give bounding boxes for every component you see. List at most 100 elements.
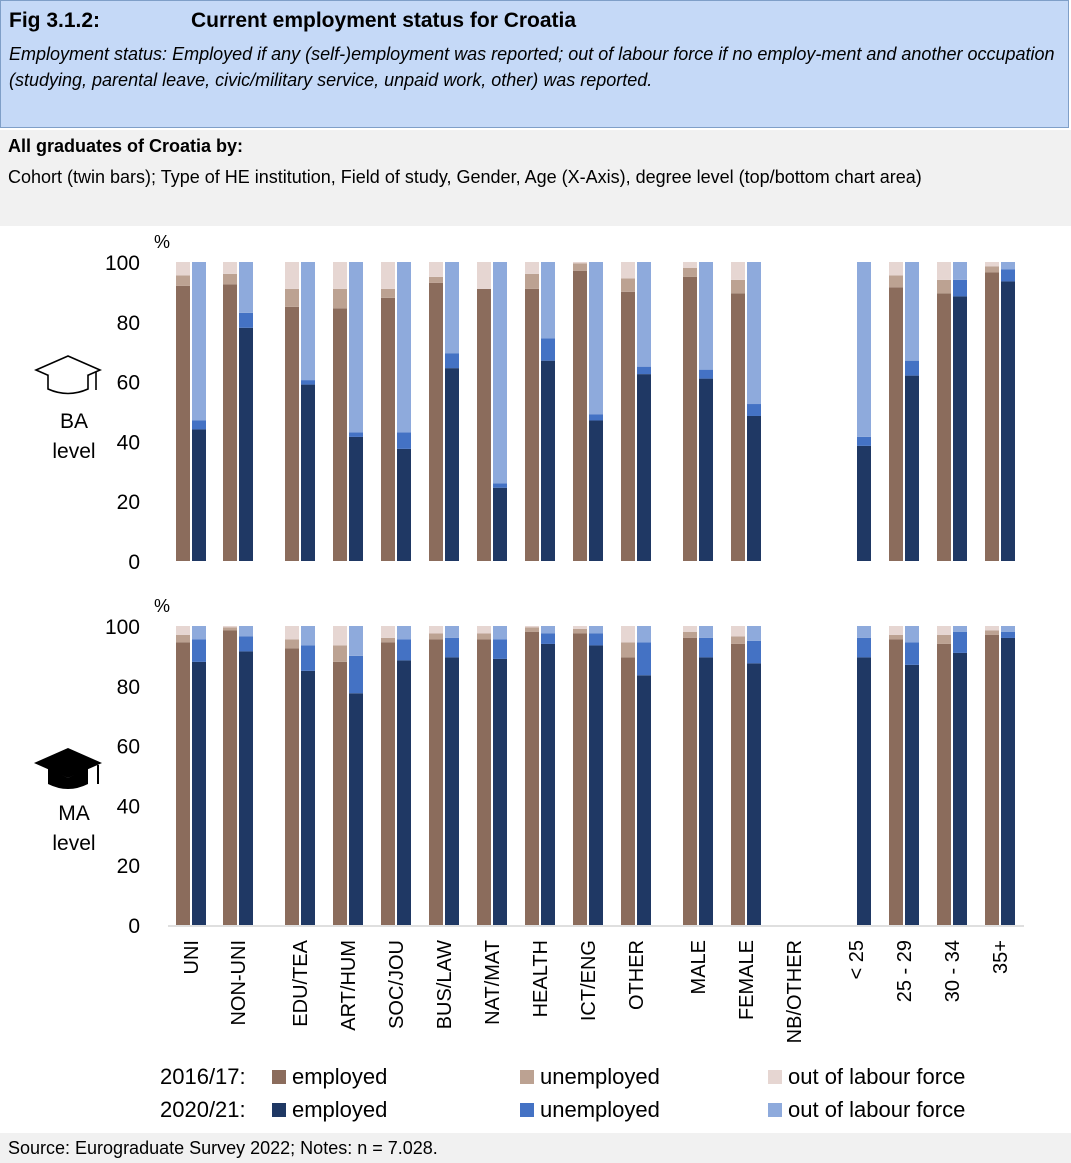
- bar-0-30-34-2016-employed: [937, 293, 951, 561]
- legend-swatch: [520, 1070, 534, 1084]
- bar-1-25-29-2016-employed: [889, 639, 903, 925]
- bar-0-male-2020-employed: [699, 378, 713, 561]
- bar-0-art-hum-2020-out-of-labour-force: [349, 262, 363, 433]
- bar-0-female-2020-employed: [747, 415, 761, 561]
- bar-1-25-2020-out-of-labour-force: [857, 626, 871, 638]
- bar-0-male-2016-out-of-labour-force: [683, 262, 697, 268]
- bar-0-25-29-2016-unemployed: [889, 275, 903, 288]
- y-tick-label-80: 80: [117, 312, 140, 335]
- bar-0-other-2020-employed: [637, 374, 651, 561]
- ma-panel: 0 20 40 60 80 100% MA level: [52, 596, 1015, 938]
- bar-0-25-29-2016-out-of-labour-force: [889, 262, 903, 276]
- bar-0-uni-2016-unemployed: [176, 275, 190, 286]
- bar-0-ict-eng-2016-unemployed: [573, 263, 587, 271]
- bar-0-nat-mat-2020-unemployed: [493, 483, 507, 488]
- bar-1-art-hum-2016-unemployed: [333, 645, 347, 662]
- bar-0-30-34-2020-out-of-labour-force: [953, 262, 967, 280]
- bar-1-non-uni-2016-employed: [223, 630, 237, 925]
- bar-0-edu-tea-2020-employed: [301, 384, 315, 561]
- bar-1-soc-jou-2016-out-of-labour-force: [381, 626, 395, 638]
- bar-0-25-2020-out-of-labour-force: [857, 262, 871, 437]
- bar-1-30-34-2020-out-of-labour-force: [953, 626, 967, 632]
- bar-1-30-34-2016-employed: [937, 643, 951, 925]
- bar-1-male-2016-employed: [683, 637, 697, 925]
- legend-item-olf-2016: out of labour force: [768, 1064, 965, 1090]
- bar-0-health-2016-unemployed: [525, 273, 539, 289]
- bar-1-non-uni-2016-unemployed: [223, 627, 237, 631]
- bar-0-non-uni-2016-employed: [223, 284, 237, 561]
- legend-item-unemployed-2020: unemployed: [520, 1097, 660, 1123]
- bar-1-ict-eng-2016-unemployed: [573, 628, 587, 634]
- bar-0-health-2020-out-of-labour-force: [541, 262, 555, 339]
- bar-1-uni-2020-unemployed: [192, 639, 206, 662]
- bar-0-non-uni-2016-out-of-labour-force: [223, 262, 237, 274]
- bar-1-other-2020-employed: [637, 675, 651, 925]
- bar-1-health-2020-out-of-labour-force: [541, 626, 555, 634]
- bar-0-soc-jou-2020-employed: [397, 448, 411, 561]
- bar-1-edu-tea-2020-out-of-labour-force: [301, 626, 315, 646]
- bar-0-female-2020-out-of-labour-force: [747, 262, 761, 405]
- bar-0-other-2020-unemployed: [637, 366, 651, 375]
- legend-item-unemployed-2016: unemployed: [520, 1064, 660, 1090]
- bar-1-uni-2020-employed: [192, 661, 206, 925]
- bar-1-30-34-2016-unemployed: [937, 634, 951, 644]
- bar-0-uni-2020-out-of-labour-force: [192, 262, 206, 421]
- bar-0-edu-tea-2020-unemployed: [301, 380, 315, 385]
- bar-1-female-2016-out-of-labour-force: [731, 626, 745, 637]
- bar-1-35-2016-out-of-labour-force: [985, 626, 999, 631]
- figure-title: Current employment status for Croatia: [191, 9, 577, 32]
- bar-0-health-2020-employed: [541, 360, 555, 561]
- bar-0-edu-tea-2020-out-of-labour-force: [301, 262, 315, 381]
- legend-item-employed-2016: employed: [272, 1064, 387, 1090]
- bar-1-uni-2016-unemployed: [176, 634, 190, 643]
- bar-1-other-2020-unemployed: [637, 642, 651, 676]
- bar-1-35-2020-unemployed: [1001, 631, 1015, 638]
- bar-1-edu-tea-2016-out-of-labour-force: [285, 626, 299, 640]
- bar-0-health-2016-out-of-labour-force: [525, 262, 539, 274]
- bar-1-other-2016-unemployed: [621, 642, 635, 658]
- bar-1-nat-mat-2020-out-of-labour-force: [493, 626, 507, 640]
- y-axis-label: %: [154, 596, 170, 616]
- bar-1-non-uni-2020-employed: [239, 651, 253, 925]
- bar-0-other-2020-out-of-labour-force: [637, 262, 651, 367]
- bar-0-nat-mat-2020-out-of-labour-force: [493, 262, 507, 484]
- bar-1-ict-eng-2020-unemployed: [589, 633, 603, 646]
- x-tick-label-female: FEMALE: [736, 940, 758, 1020]
- bar-0-bus-law-2016-employed: [429, 282, 443, 561]
- panel-label: MA: [58, 802, 90, 825]
- bar-0-uni-2016-employed: [176, 285, 190, 561]
- graduation-cap-filled-icon: [34, 748, 102, 789]
- icons: [34, 355, 102, 789]
- bar-0-non-uni-2016-unemployed: [223, 273, 237, 285]
- x-tick-label-uni: UNI: [181, 940, 203, 974]
- bar-1-25-29-2016-out-of-labour-force: [889, 626, 903, 635]
- bar-1-female-2016-unemployed: [731, 636, 745, 644]
- bar-1-soc-jou-2016-unemployed: [381, 637, 395, 643]
- bar-1-nat-mat-2020-unemployed: [493, 639, 507, 659]
- x-tick-label-nat-mat: NAT/MAT: [482, 940, 504, 1025]
- legend-item-olf-2020: out of labour force: [768, 1097, 965, 1123]
- bar-0-health-2020-unemployed: [541, 338, 555, 361]
- x-tick-label-art-hum: ART/HUM: [338, 940, 360, 1031]
- breakdown-title: All graduates of Croatia by:: [8, 136, 244, 156]
- bar-0-uni-2020-employed: [192, 429, 206, 561]
- ba-panel: 0 20 40 60 80 100% BA level: [52, 232, 1015, 574]
- y-tick-label-100: 100: [105, 616, 140, 639]
- legend-2020: 2020/21: employed unemployed out of labo…: [0, 1097, 1071, 1125]
- bar-0-soc-jou-2020-unemployed: [397, 432, 411, 449]
- bar-0-25-2020-unemployed: [857, 436, 871, 446]
- bar-1-other-2016-out-of-labour-force: [621, 626, 635, 643]
- bar-1-bus-law-2020-employed: [445, 657, 459, 925]
- y-tick-label-80: 80: [117, 676, 140, 699]
- bar-1-ict-eng-2020-out-of-labour-force: [589, 626, 603, 634]
- y-tick-label-40: 40: [117, 795, 140, 818]
- bar-0-ict-eng-2016-employed: [573, 270, 587, 561]
- bar-0-uni-2016-out-of-labour-force: [176, 262, 190, 276]
- figure-header: Fig 3.1.2: Current employment status for…: [0, 0, 1069, 128]
- legend-label: unemployed: [540, 1064, 660, 1089]
- employment-chart: 0 20 40 60 80 100% BA level 0 20 40 60 80 100% MA leve…: [34, 232, 1024, 1043]
- bar-1-male-2016-unemployed: [683, 631, 697, 638]
- bar-0-non-uni-2020-employed: [239, 327, 253, 561]
- bar-0-30-34-2020-unemployed: [953, 279, 967, 297]
- bar-1-non-uni-2020-out-of-labour-force: [239, 626, 253, 637]
